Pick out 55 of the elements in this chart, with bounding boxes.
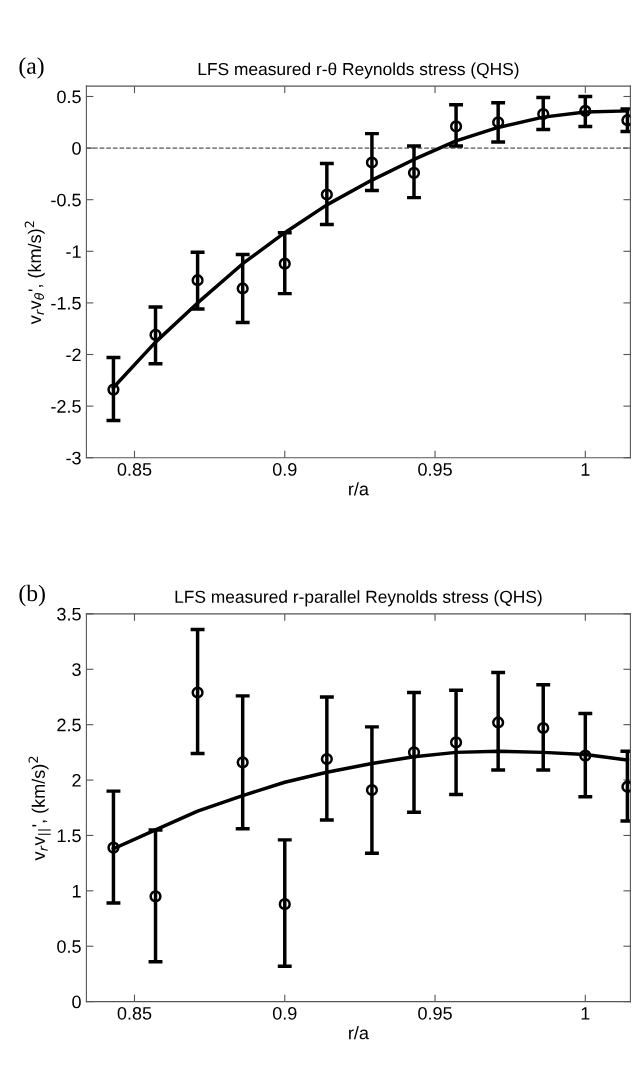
x-axis-title: r/a — [349, 1026, 369, 1040]
point — [365, 783, 379, 797]
text: (a) — [19, 57, 44, 79]
point — [107, 841, 120, 854]
point — [278, 257, 291, 270]
y-tick-label: 1.5 — [57, 829, 81, 843]
y-axis-title: v$_{r}$v$_{θ}$', (km/s)$^{2}$ — [24, 221, 45, 325]
point — [407, 166, 421, 179]
x-tick-label: 0.9 — [272, 463, 297, 476]
point — [149, 890, 162, 903]
point — [537, 107, 550, 121]
x-tick-label: 0.85 — [117, 1006, 152, 1020]
y-tick-label: 2.5 — [57, 718, 81, 732]
x-tick-label: 0.95 — [418, 463, 452, 476]
y-tick-label: 0 — [72, 142, 81, 155]
y-tick-label: -3 — [66, 451, 81, 465]
point — [236, 756, 249, 769]
x-tick-label: 1 — [581, 1007, 590, 1020]
y-tick-label: 1 — [72, 884, 81, 898]
y-axis-title: v$_{r}$v$_{||}$', (km/s)$^{2}$ — [28, 756, 51, 861]
point — [492, 716, 505, 729]
y-tick-label: 0.5 — [57, 90, 81, 104]
y-tick-label: -1.5 — [51, 297, 81, 310]
point — [449, 120, 463, 133]
x-tick-label: 1 — [581, 463, 590, 476]
y-tick-label: 3.5 — [57, 607, 81, 621]
point — [320, 752, 333, 766]
point — [236, 282, 249, 295]
x-tick-label: 0.9 — [272, 1006, 297, 1020]
point — [149, 328, 162, 342]
y-tick-label: 0 — [72, 995, 81, 1009]
y-tick-label: 3 — [72, 663, 81, 676]
point — [407, 746, 421, 759]
chart-title: LFS measured r-θ Reynolds stress (QHS) — [198, 62, 519, 79]
point — [191, 686, 204, 699]
y-tick-label: 2 — [72, 773, 81, 787]
text: (b) — [19, 584, 45, 607]
y-tick-label: 0.5 — [57, 940, 81, 953]
point — [365, 156, 379, 169]
y-tick-label: -2 — [66, 348, 81, 362]
point — [320, 188, 333, 201]
x-tick-label: 0.85 — [117, 463, 152, 476]
y-tick-label: -2.5 — [51, 400, 81, 413]
point — [537, 721, 550, 735]
point — [191, 274, 204, 287]
x-axis-title: r/a — [349, 482, 369, 496]
y-tick-label: -0.5 — [51, 193, 81, 207]
point — [278, 898, 291, 911]
point — [107, 383, 120, 396]
y-tick-label: -1 — [66, 245, 81, 258]
point — [579, 749, 592, 762]
chart-title: LFS measured r-parallel Reynolds stress (QHS) — [175, 590, 542, 607]
point — [449, 736, 463, 749]
point — [579, 104, 592, 118]
x-tick-label: 0.95 — [418, 1006, 452, 1020]
